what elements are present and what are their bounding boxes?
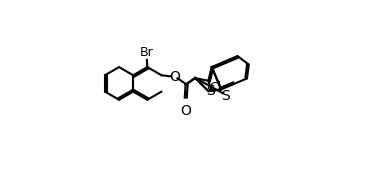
Text: Cl: Cl — [209, 82, 222, 94]
Text: S: S — [221, 89, 230, 103]
Text: S: S — [206, 84, 215, 98]
Text: O: O — [169, 70, 180, 84]
Text: Br: Br — [140, 46, 153, 59]
Text: O: O — [180, 105, 191, 119]
